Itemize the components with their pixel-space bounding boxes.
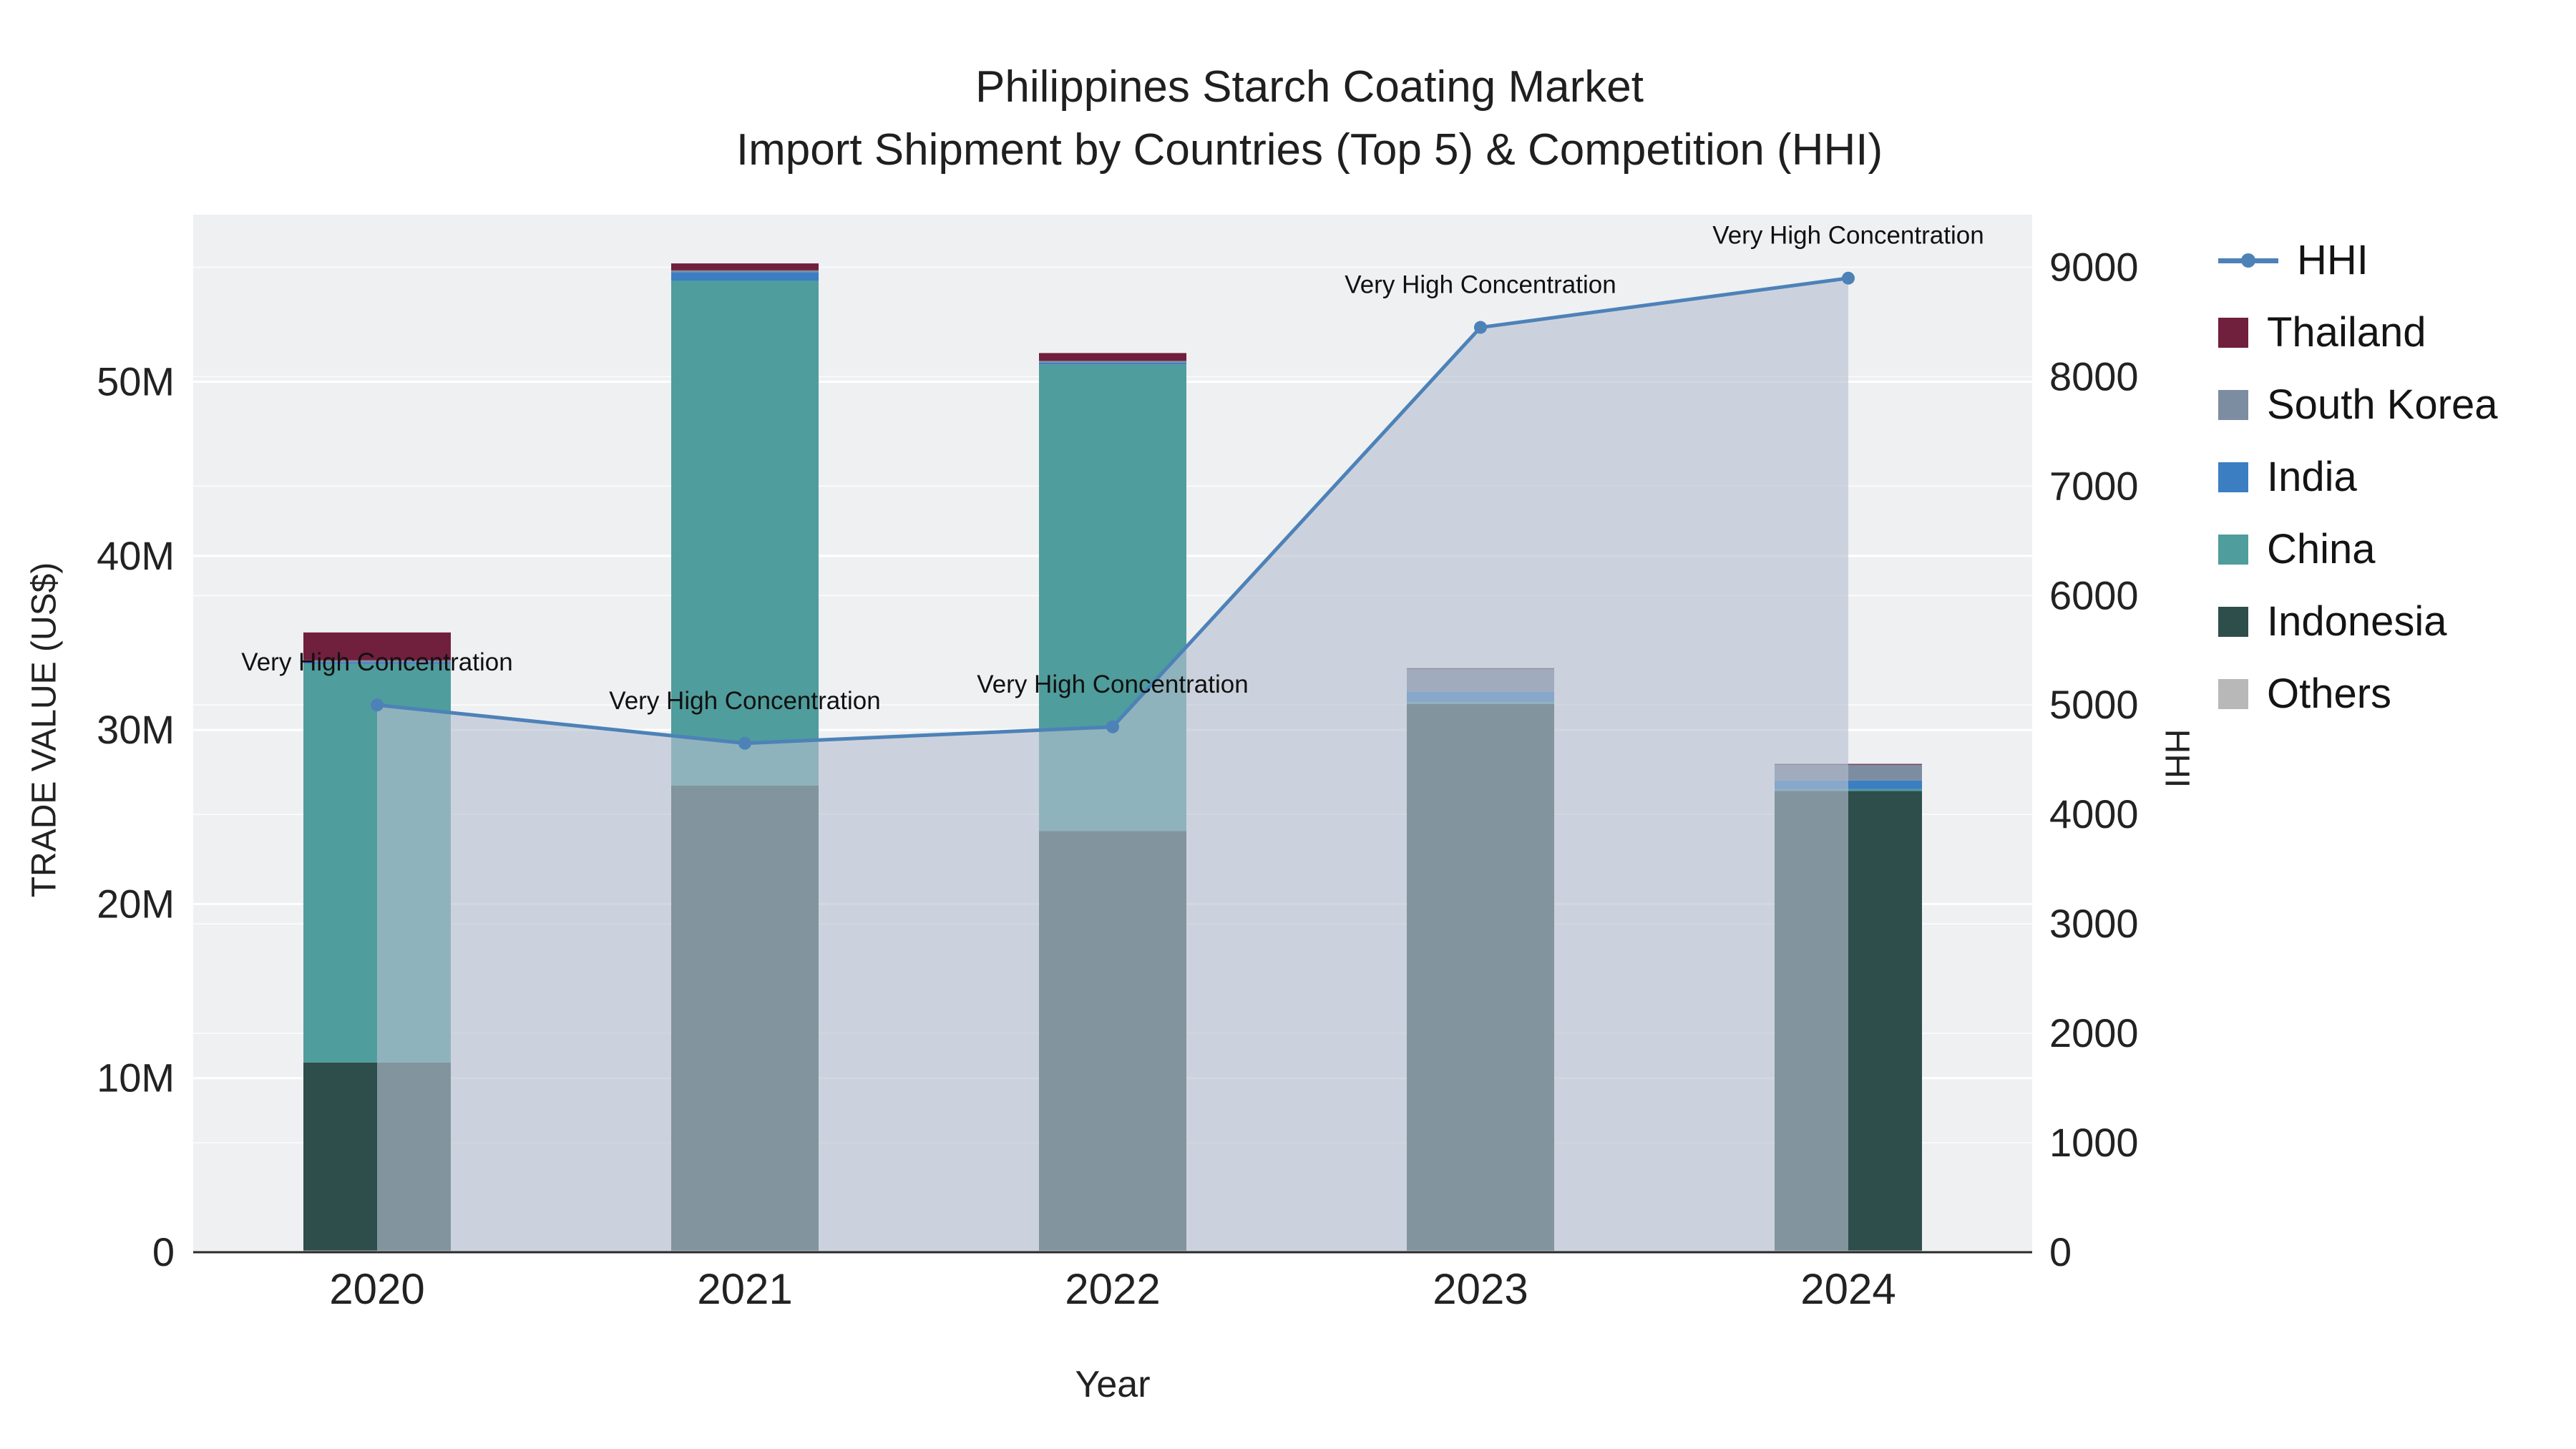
bar-india-2022 — [1039, 362, 1186, 365]
bar-thailand-2022 — [1039, 353, 1186, 361]
others-swatch-icon — [2218, 678, 2248, 709]
left-tick-label: 0 — [152, 1229, 175, 1274]
legend-label: Others — [2267, 670, 2392, 717]
left-tick-label: 40M — [97, 533, 175, 578]
right-tick-label: 9000 — [2049, 244, 2139, 289]
x-axis-title: Year — [1075, 1364, 1151, 1405]
legend-label: South Korea — [2267, 381, 2498, 428]
legend-label: Indonesia — [2267, 598, 2447, 645]
x-tick-label-2021: 2021 — [697, 1265, 792, 1313]
legend-item-indonesia[interactable]: Indonesia — [2218, 597, 2497, 645]
hhi-marker-2020 — [371, 698, 384, 712]
south-korea-swatch-icon — [2218, 389, 2248, 420]
left-tick-label: 50M — [97, 359, 175, 404]
legend-item-south-korea[interactable]: South Korea — [2218, 381, 2497, 429]
legend-label: China — [2267, 526, 2376, 572]
bar-south-korea-2022 — [1039, 361, 1186, 363]
left-tick-label: 10M — [97, 1055, 175, 1101]
right-tick-label: 2000 — [2049, 1010, 2139, 1055]
annotation-2024: Very High Concentration — [1712, 222, 1984, 250]
hhi-marker-2024 — [1842, 271, 1855, 285]
right-tick-label: 4000 — [2049, 791, 2139, 836]
hhi-marker-2023 — [1474, 321, 1487, 334]
bar-thailand-2021 — [671, 263, 819, 270]
legend-item-hhi[interactable]: HHI — [2218, 236, 2497, 284]
right-tick-label: 3000 — [2049, 901, 2139, 946]
right-tick-label: 5000 — [2049, 682, 2139, 727]
bar-india-2021 — [671, 272, 819, 281]
legend-label: Thailand — [2267, 309, 2426, 356]
bar-thailand-2020 — [303, 632, 451, 660]
annotation-2023: Very High Concentration — [1345, 271, 1616, 299]
thailand-swatch-icon — [2218, 317, 2248, 348]
annotation-2020: Very High Concentration — [241, 648, 512, 676]
chart-title-line1: Philippines Starch Coating Market — [975, 62, 1644, 112]
x-tick-label-2022: 2022 — [1065, 1265, 1160, 1313]
legend-item-others[interactable]: Others — [2218, 670, 2497, 718]
y-axis-title-left: TRADE VALUE (US$) — [25, 562, 64, 898]
right-tick-label: 6000 — [2049, 572, 2139, 618]
bar-india-2020 — [303, 662, 451, 664]
legend-item-india[interactable]: India — [2218, 453, 2497, 501]
left-tick-label: 20M — [97, 881, 175, 926]
legend-item-thailand[interactable]: Thailand — [2218, 308, 2497, 356]
legend-item-china[interactable]: China — [2218, 525, 2497, 573]
bar-china-2021 — [671, 280, 819, 786]
chart-title-line2: Import Shipment by Countries (Top 5) & C… — [736, 125, 1883, 175]
left-tick-label: 30M — [97, 707, 175, 752]
right-tick-label: 0 — [2049, 1229, 2072, 1274]
china-swatch-icon — [2218, 534, 2248, 565]
indonesia-swatch-icon — [2218, 606, 2248, 637]
right-tick-label: 1000 — [2049, 1120, 2139, 1165]
legend: HHI Thailand South Korea India China Ind… — [2218, 236, 2497, 718]
annotation-2022: Very High Concentration — [977, 670, 1248, 698]
right-tick-label: 8000 — [2049, 353, 2139, 399]
hhi-area — [377, 278, 1848, 1252]
india-swatch-icon — [2218, 462, 2248, 492]
x-tick-label-2023: 2023 — [1433, 1265, 1528, 1313]
legend-label: India — [2267, 454, 2357, 500]
chart-title: Philippines Starch Coating Market Import… — [43, 56, 2576, 182]
hhi-marker-2021 — [738, 736, 751, 750]
x-tick-label-2024: 2024 — [1800, 1265, 1896, 1313]
hhi-line-swatch-icon — [2218, 245, 2278, 275]
y-axis-title-right: HHI — [2157, 728, 2196, 789]
bar-south-korea-2020 — [303, 660, 451, 663]
legend-label: HHI — [2297, 237, 2368, 283]
annotation-2021: Very High Concentration — [609, 687, 880, 715]
right-tick-label: 7000 — [2049, 463, 2139, 508]
bar-south-korea-2021 — [671, 270, 819, 273]
hhi-marker-2022 — [1106, 720, 1119, 733]
x-tick-label-2020: 2020 — [329, 1265, 424, 1313]
